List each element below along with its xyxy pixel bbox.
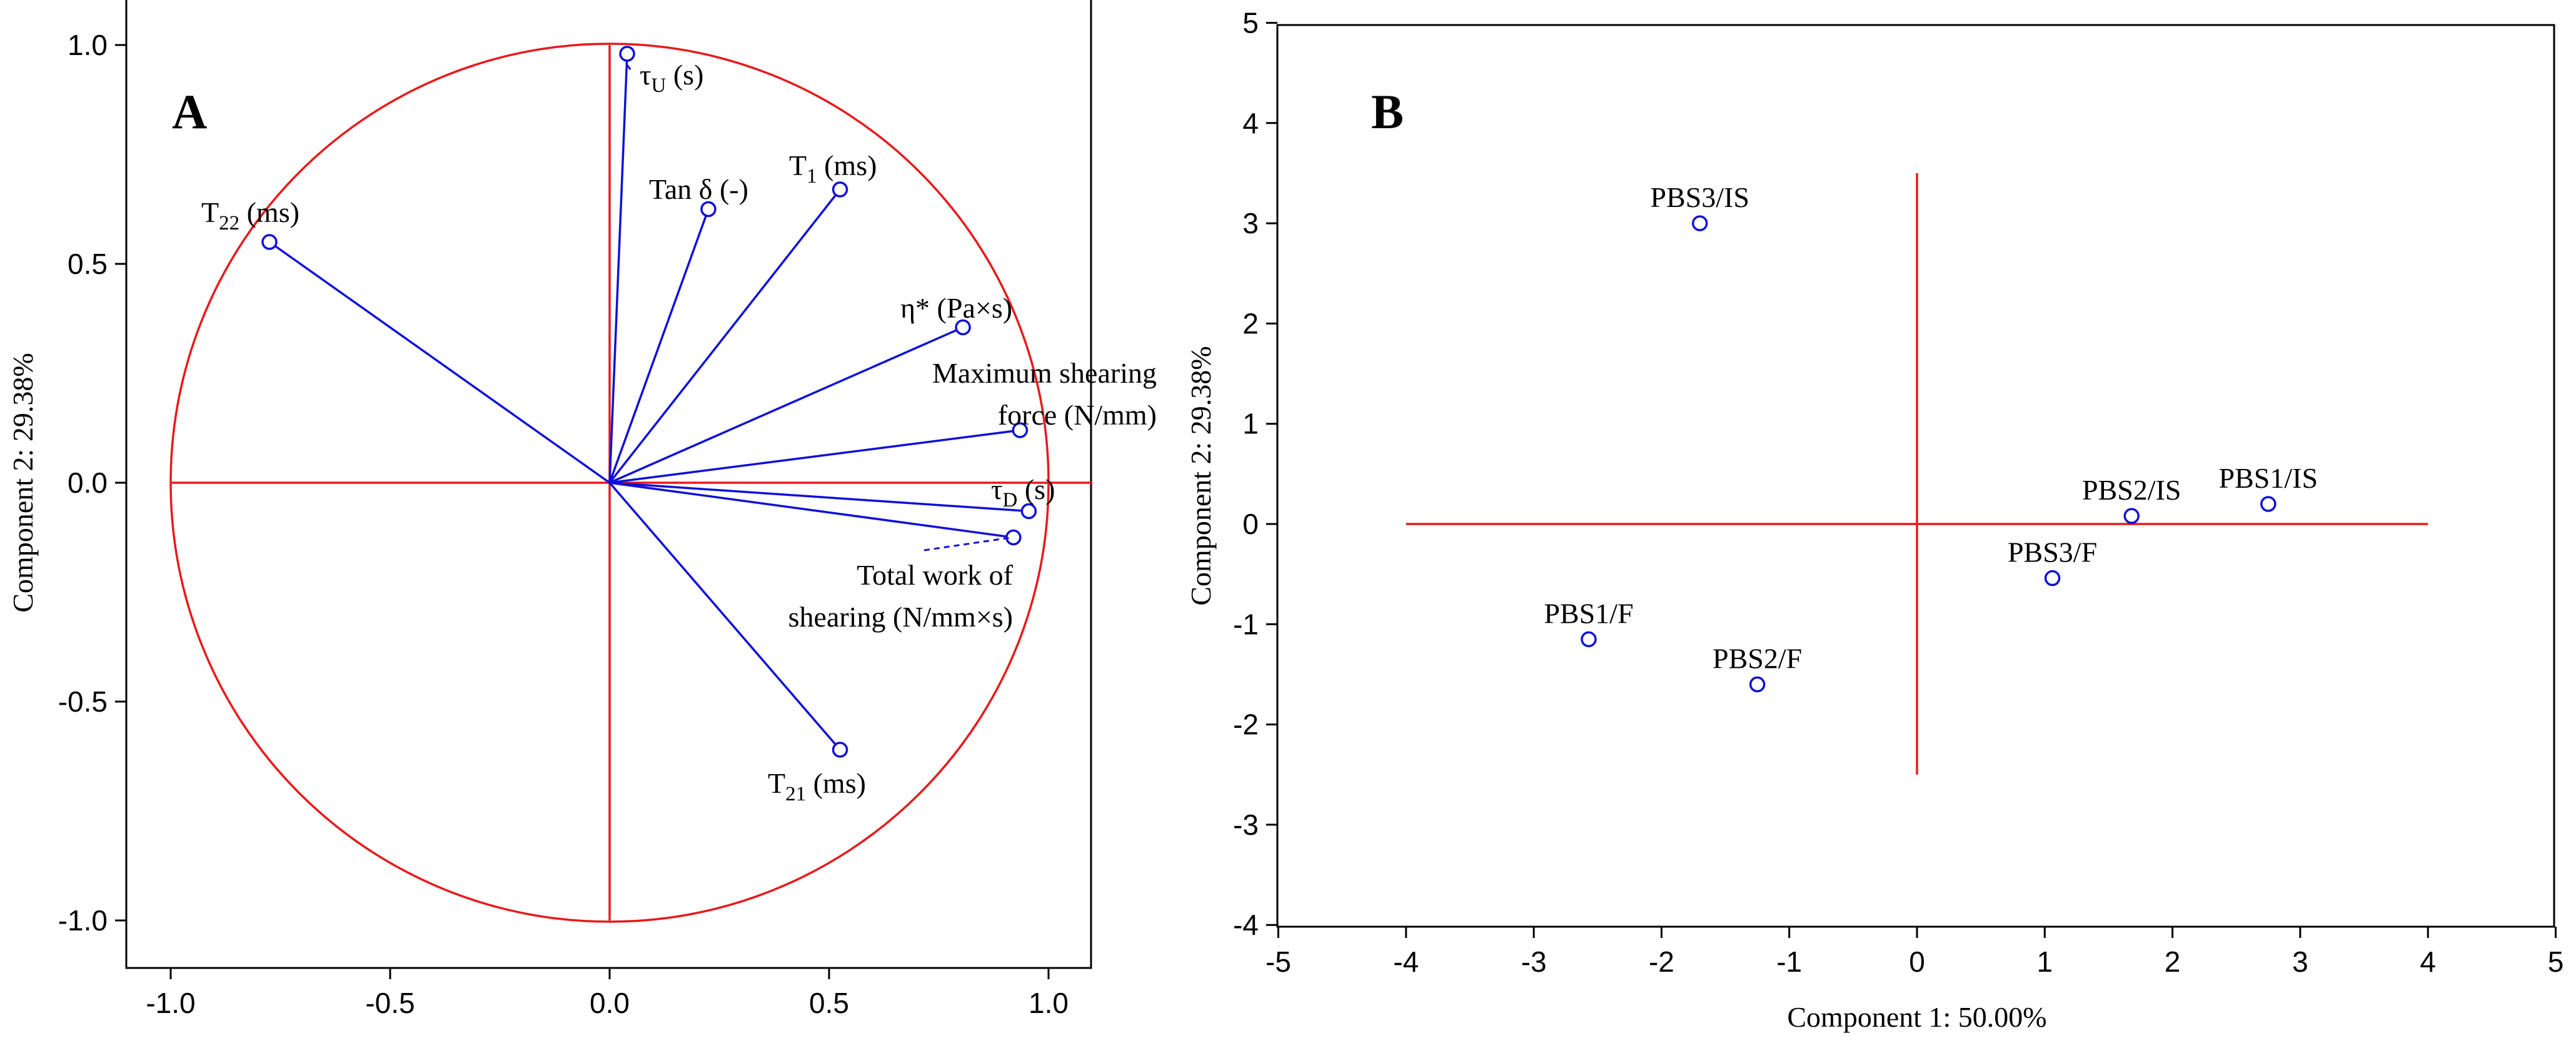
y-tick-label: -1 — [1233, 608, 1259, 640]
y-tick-label: 2 — [1242, 307, 1259, 340]
x-tick-label: 5 — [2548, 945, 2564, 978]
y-tick-label: -4 — [1233, 909, 1259, 941]
y-tick-label: 1.0 — [68, 29, 108, 61]
loading-point-T22 — [261, 234, 278, 250]
loading-label-total_work-line2: shearing (N/mm×s) — [788, 601, 1013, 633]
y-tick-label: 4 — [1242, 107, 1259, 139]
score-point-pbs3-is — [1691, 215, 1708, 231]
loading-vector-total_work — [609, 481, 1014, 539]
score-point-pbs1-f — [1581, 631, 1597, 648]
panel-label-b: B — [1371, 84, 1404, 139]
loading-label-total_work: Total work of — [857, 559, 1013, 591]
loading-vector-max_shear — [609, 429, 1020, 484]
loading-point-max_shear — [1012, 422, 1029, 438]
loading-point-eta — [955, 319, 971, 336]
y-tick-label: -0.5 — [58, 685, 108, 718]
loading-point-tau_U — [619, 46, 635, 62]
x-tick-label: 0 — [1909, 945, 1925, 978]
loading-vector-tau_U — [608, 53, 628, 483]
loading-label-T22: T22 (ms) — [201, 196, 299, 234]
loading-label-T1: T1 (ms) — [789, 149, 877, 188]
y-tick-label: 0.0 — [68, 466, 108, 499]
loading-vector-tan_delta — [608, 208, 710, 483]
x-axis-title: Component 1: 50.00% — [1787, 1001, 2046, 1033]
x-tick-label: 1.0 — [1029, 987, 1069, 1019]
score-label-pbs2-is: PBS2/IS — [2082, 474, 2181, 506]
score-point-pbs2-is — [2123, 508, 2140, 524]
loading-vector-eta — [609, 326, 963, 484]
x-tick-label: -4 — [1393, 945, 1419, 978]
score-label-pbs1-f: PBS1/F — [1544, 597, 1633, 629]
loading-label-tau_U: τU (s) — [640, 59, 703, 97]
y-axis-title: Component 2: 29.38% — [7, 353, 39, 612]
x-tick-label: 0.5 — [809, 987, 849, 1019]
loading-label-max_shear: Maximum shearing — [932, 357, 1157, 389]
loading-vector-T21 — [608, 481, 841, 751]
loading-vector-T1 — [608, 188, 841, 484]
x-tick-label: -0.5 — [365, 987, 415, 1019]
loading-point-T21 — [832, 742, 848, 758]
loading-label-tau_D: τD (s) — [991, 473, 1055, 511]
y-tick-label: 5 — [1242, 7, 1259, 39]
y-tick-label: 1 — [1242, 408, 1259, 440]
x-tick-label: 2 — [2165, 945, 2181, 978]
x-tick-label: 1 — [2037, 945, 2053, 978]
x-tick-label: 0.0 — [590, 987, 630, 1019]
panel-label-a: A — [172, 84, 207, 139]
y-axis-title: Component 2: 29.38% — [1185, 346, 1217, 605]
x-tick-label: -2 — [1649, 945, 1674, 978]
y-tick-label: -2 — [1233, 708, 1259, 741]
loading-vector-T22 — [268, 241, 611, 484]
score-label-pbs3-f: PBS3/F — [2008, 537, 2097, 568]
x-tick-label: -5 — [1265, 945, 1291, 978]
y-tick-label: 3 — [1242, 207, 1259, 239]
score-label-pbs1-is: PBS1/IS — [2219, 462, 2318, 494]
y-tick-label: -3 — [1233, 809, 1259, 841]
score-label-pbs3-is: PBS3/IS — [1650, 181, 1749, 213]
leader-line-tau-u — [626, 64, 634, 73]
x-tick-label: 3 — [2292, 945, 2308, 978]
x-tick-label: -1.0 — [146, 987, 195, 1019]
score-point-pbs3-f — [2044, 570, 2061, 587]
leader-line-total-work — [923, 537, 1010, 552]
x-tick-label: -1 — [1776, 945, 1802, 978]
x-tick-label: 4 — [2420, 945, 2436, 978]
loading-point-T1 — [832, 181, 848, 198]
score-point-pbs1-is — [2260, 496, 2277, 512]
score-label-pbs2-f: PBS2/F — [1713, 642, 1802, 674]
loading-label-tan_delta: Tan δ (-) — [649, 173, 748, 205]
loading-point-tan_delta — [700, 201, 717, 218]
score-point-pbs2-f — [1749, 676, 1766, 693]
y-tick-label: -1.0 — [58, 904, 108, 937]
y-tick-label: 0.5 — [68, 248, 108, 280]
loading-point-tau_D — [1020, 503, 1037, 520]
loading-vector-tau_D — [609, 481, 1029, 513]
x-tick-label: -3 — [1521, 945, 1547, 978]
loading-label-eta: η* (Pa×s) — [900, 292, 1012, 324]
loading-label-T21: T21 (ms) — [768, 767, 866, 805]
loading-label-max_shear-line2: force (N/mm) — [998, 399, 1157, 431]
panel-b-frame — [1276, 24, 2555, 928]
y-tick-label: 0 — [1242, 508, 1259, 540]
